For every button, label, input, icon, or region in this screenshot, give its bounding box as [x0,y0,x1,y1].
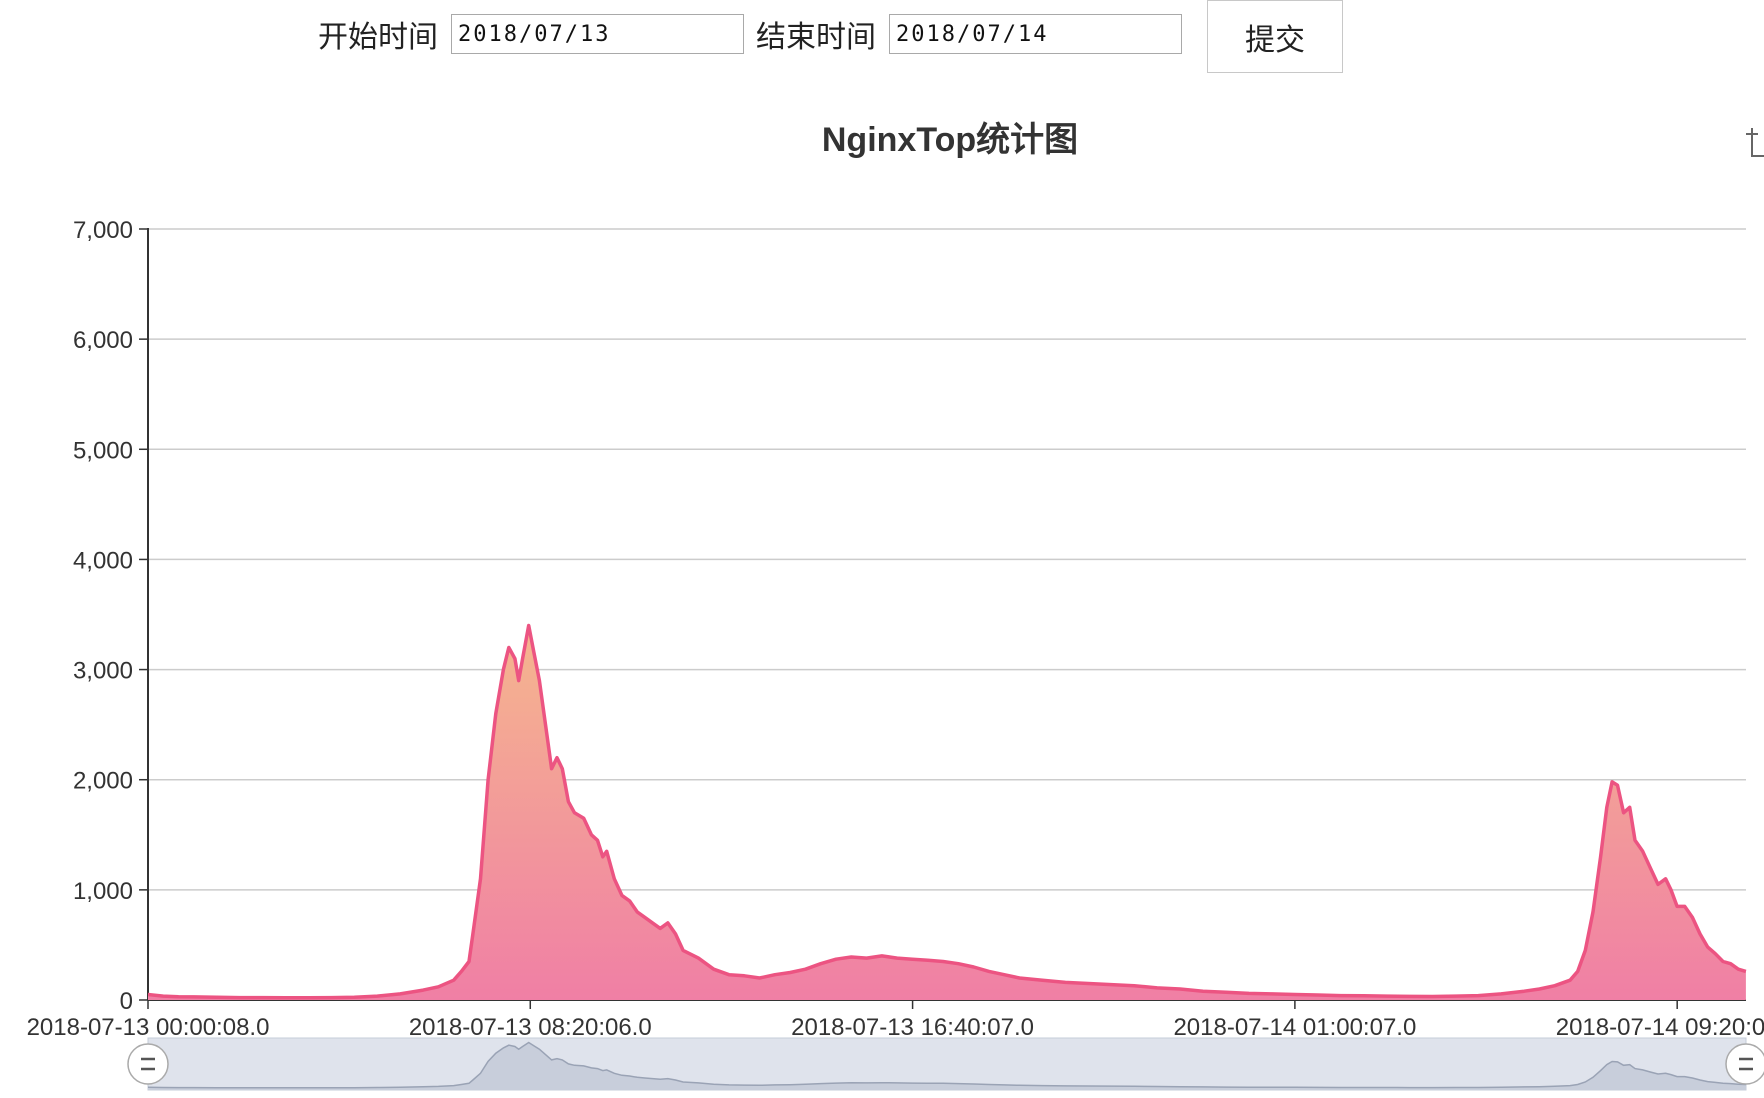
series-area-fill [148,625,1746,1000]
restore-icon[interactable] [1746,128,1764,157]
data-zoom-slider[interactable] [127,1037,1764,1091]
y-tick-label: 1,000 [73,878,133,905]
zoom-preview-line [148,1041,1746,1089]
zoom-background [147,1037,1747,1091]
end-time-label: 结束时间 [756,20,876,55]
x-tick-label: 2018-07-14 01:00:07.0 [1173,1014,1416,1041]
submit-button[interactable]: 提交 [1207,0,1343,73]
y-tick-label: 6,000 [73,327,133,354]
y-tick-label: 2,000 [73,768,133,795]
y-axis: 0 1,000 2,000 3,000 4,000 5,000 6,000 7,000 [73,217,149,1015]
start-time-input[interactable] [451,14,744,54]
x-tick-label: 2018-07-13 08:20:06.0 [409,1014,652,1041]
y-tick-label: 4,000 [73,547,133,574]
series-area [148,623,1747,1000]
y-tick-label: 5,000 [73,437,133,464]
zoom-preview-area [148,1042,1746,1090]
y-tick-label: 7,000 [73,217,133,244]
end-time-input[interactable] [889,14,1182,54]
zoom-handle-knob [127,1043,169,1085]
y-tick-label: 3,000 [73,658,133,685]
zoom-handle-right[interactable] [1725,1043,1764,1085]
grid-lines [148,228,1746,891]
start-time-label: 开始时间 [318,20,438,55]
x-tick-label: 2018-07-14 09:20:07.0 [1556,1014,1764,1041]
zoom-handle-left[interactable] [127,1043,169,1085]
zoom-preview [148,1041,1746,1090]
series-line [148,623,1747,1000]
x-tick-label: 2018-07-13 00:00:08.0 [27,1014,270,1041]
x-axis: 2018-07-13 00:00:08.0 2018-07-13 08:20:06… [27,999,1764,1041]
y-tick-label: 0 [120,988,133,1015]
zoom-handle-knob [1725,1043,1764,1085]
chart-title: NginxTop统计图 [822,121,1078,159]
x-tick-label: 2018-07-13 16:40:07.0 [791,1014,1034,1041]
